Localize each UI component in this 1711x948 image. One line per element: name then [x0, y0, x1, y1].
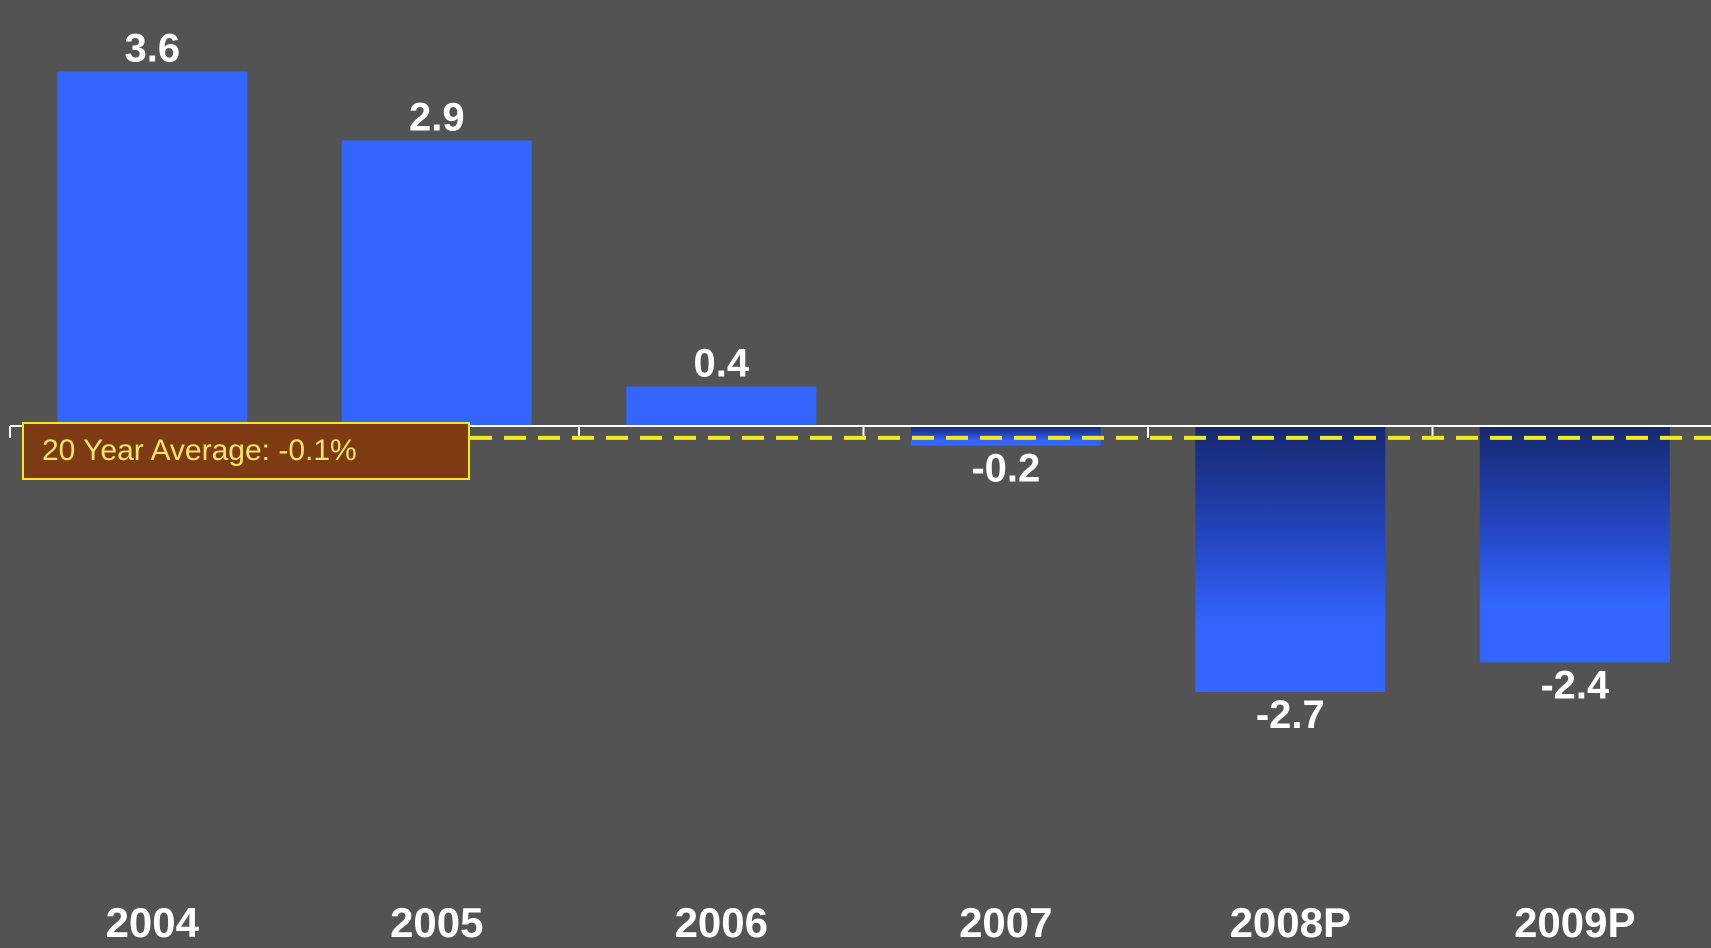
- bar-2004: [57, 71, 248, 427]
- bars-layer: [57, 71, 1670, 692]
- x-tick-label-2009P: 2009P: [1514, 899, 1635, 943]
- data-labels-layer: 3.6 2.9 0.4 -0.2 -2.7 -2.4: [124, 26, 1610, 737]
- bar-2005: [341, 140, 532, 426]
- average-annotation-box: 20 Year Average: -0.1%: [22, 422, 470, 480]
- data-label-2006: 0.4: [693, 342, 749, 386]
- category-labels-layer: 2004 2005 2006 2007 2008P 2009P: [106, 899, 1636, 946]
- x-tick-label-2007: 2007: [959, 899, 1052, 943]
- x-tick-label-2005: 2005: [390, 899, 483, 943]
- bar-2007: [910, 426, 1101, 446]
- x-tick-label-2008P: 2008P: [1230, 899, 1351, 943]
- data-label-2008P: -2.7: [1256, 693, 1325, 737]
- data-label-2005: 2.9: [409, 95, 465, 139]
- data-label-2007: -0.2: [971, 447, 1040, 491]
- x-tick-label-2006: 2006: [675, 899, 768, 943]
- x-tick-label-2004: 2004: [106, 899, 200, 943]
- data-label-2004: 3.6: [124, 26, 180, 70]
- bar-2008P: [1195, 426, 1386, 692]
- data-label-2009P: -2.4: [1540, 663, 1610, 707]
- bar-2009P: [1479, 426, 1670, 663]
- bar-2006: [626, 386, 817, 426]
